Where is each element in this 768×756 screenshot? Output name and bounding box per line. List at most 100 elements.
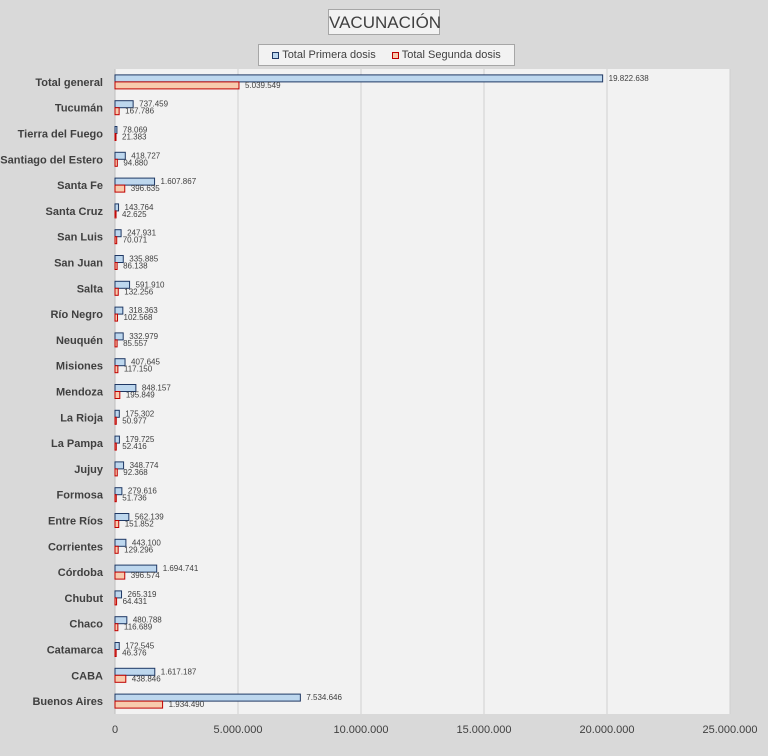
x-tick-label: 25.000.000 <box>702 724 757 736</box>
bar-primera <box>114 409 120 418</box>
chart-title: VACUNACIÓN <box>328 9 441 35</box>
data-label-primera: 19.822.638 <box>609 74 650 83</box>
data-label-segunda: 1.934.490 <box>169 700 205 709</box>
data-label-primera: 348.774 <box>130 461 159 470</box>
data-label-segunda: 151.852 <box>125 520 154 529</box>
data-label-primera: 737.459 <box>139 100 168 109</box>
bar-segunda <box>114 649 117 657</box>
category-label: La Rioja <box>60 412 104 424</box>
bar-primera <box>114 513 130 521</box>
bar-segunda <box>114 339 118 348</box>
bar-segunda <box>114 442 117 451</box>
bar-segunda <box>114 674 127 683</box>
data-label-segunda: 94.880 <box>123 158 148 167</box>
bar-segunda <box>114 262 118 270</box>
x-tick-label: 10.000.000 <box>333 724 388 736</box>
bar-primera <box>114 590 123 599</box>
data-label-primera: 247.931 <box>127 229 156 238</box>
data-label-segunda: 70.071 <box>123 236 148 245</box>
bar-segunda <box>114 391 121 399</box>
bar-primera <box>114 461 125 470</box>
data-label-segunda: 117.150 <box>124 365 153 374</box>
bar-primera <box>114 384 137 392</box>
bar-primera <box>114 255 124 263</box>
data-label-segunda: 195.849 <box>126 391 155 400</box>
bar-segunda <box>114 287 119 296</box>
category-label: Santa Cruz <box>46 206 104 218</box>
bar-primera <box>114 616 128 625</box>
category-label: Total general <box>35 77 103 89</box>
legend-label-segunda: Total Segunda dosis <box>401 49 501 61</box>
data-label-segunda: 85.557 <box>123 339 148 348</box>
category-label: Buenos Aires <box>32 696 103 708</box>
bar-primera <box>114 693 301 702</box>
data-label-primera: 318.363 <box>129 306 158 315</box>
bar-primera <box>114 229 122 238</box>
bar-segunda <box>114 545 119 554</box>
category-label: Santa Fe <box>57 180 103 192</box>
bar-segunda <box>114 571 126 580</box>
category-label: Catamarca <box>47 645 104 657</box>
bar-segunda <box>114 520 120 528</box>
category-label: Corrientes <box>48 541 103 553</box>
bar-primera <box>114 667 156 676</box>
data-label-primera: 562.139 <box>135 513 164 522</box>
data-label-segunda: 50.977 <box>122 416 147 425</box>
data-label-primera: 265.319 <box>128 590 157 599</box>
category-label: Chubut <box>65 593 104 605</box>
data-label-segunda: 64.431 <box>123 597 148 606</box>
bar-primera <box>114 435 120 444</box>
category-label: San Juan <box>54 258 103 270</box>
category-label: Neuquén <box>56 335 103 347</box>
category-label: San Luis <box>57 232 103 244</box>
category-label: Mendoza <box>56 387 104 399</box>
category-label: Entre Ríos <box>48 516 103 528</box>
data-label-primera: 179.725 <box>125 435 154 444</box>
bar-primera <box>114 358 126 367</box>
bar-segunda <box>114 210 117 219</box>
data-label-primera: 848.157 <box>142 384 171 393</box>
data-label-primera: 7.534.646 <box>306 693 342 702</box>
data-label-segunda: 102.568 <box>124 313 153 322</box>
bar-segunda <box>114 81 240 90</box>
data-label-primera: 480.788 <box>133 616 162 625</box>
legend-swatch-segunda <box>391 51 399 59</box>
x-tick-label: 15.000.000 <box>456 724 511 736</box>
bar-primera <box>114 487 123 496</box>
legend-label-primera: Total Primera dosis <box>282 49 376 61</box>
bar-segunda <box>114 133 117 141</box>
data-label-primera: 1.617.187 <box>161 667 197 676</box>
bar-segunda <box>114 597 118 606</box>
data-label-primera: 332.979 <box>129 332 158 341</box>
legend: Total Primera dosis Total Segunda dosis <box>258 44 515 66</box>
data-label-primera: 78.069 <box>123 126 148 135</box>
category-label: Santiago del Estero <box>0 154 103 166</box>
data-label-primera: 175.302 <box>125 409 154 418</box>
category-label: Córdoba <box>58 567 104 579</box>
category-label: Formosa <box>57 490 104 502</box>
category-label: Tucumán <box>55 103 103 115</box>
bar-primera <box>114 74 604 83</box>
x-tick-label: 0 <box>112 724 118 736</box>
bar-primera <box>114 100 134 109</box>
data-label-segunda: 92.368 <box>123 468 148 477</box>
data-label-segunda: 116.689 <box>124 623 153 632</box>
data-label-segunda: 396.635 <box>131 184 160 193</box>
data-label-primera: 143.764 <box>125 203 154 212</box>
bar-segunda <box>114 468 118 477</box>
legend-swatch-primera <box>272 51 280 59</box>
bar-segunda <box>114 107 120 116</box>
data-label-primera: 407.645 <box>131 358 160 367</box>
data-label-segunda: 129.296 <box>124 545 153 554</box>
category-label: Salta <box>77 283 104 295</box>
data-label-segunda: 396.574 <box>131 571 160 580</box>
bar-primera <box>114 306 124 315</box>
data-label-segunda: 86.138 <box>123 262 148 271</box>
category-label: Chaco <box>69 619 103 631</box>
data-label-segunda: 51.736 <box>122 494 147 503</box>
bar-primera <box>114 126 118 134</box>
bar-segunda <box>114 416 117 425</box>
category-label: Río Negro <box>50 309 103 321</box>
data-label-segunda: 167.786 <box>125 107 154 116</box>
